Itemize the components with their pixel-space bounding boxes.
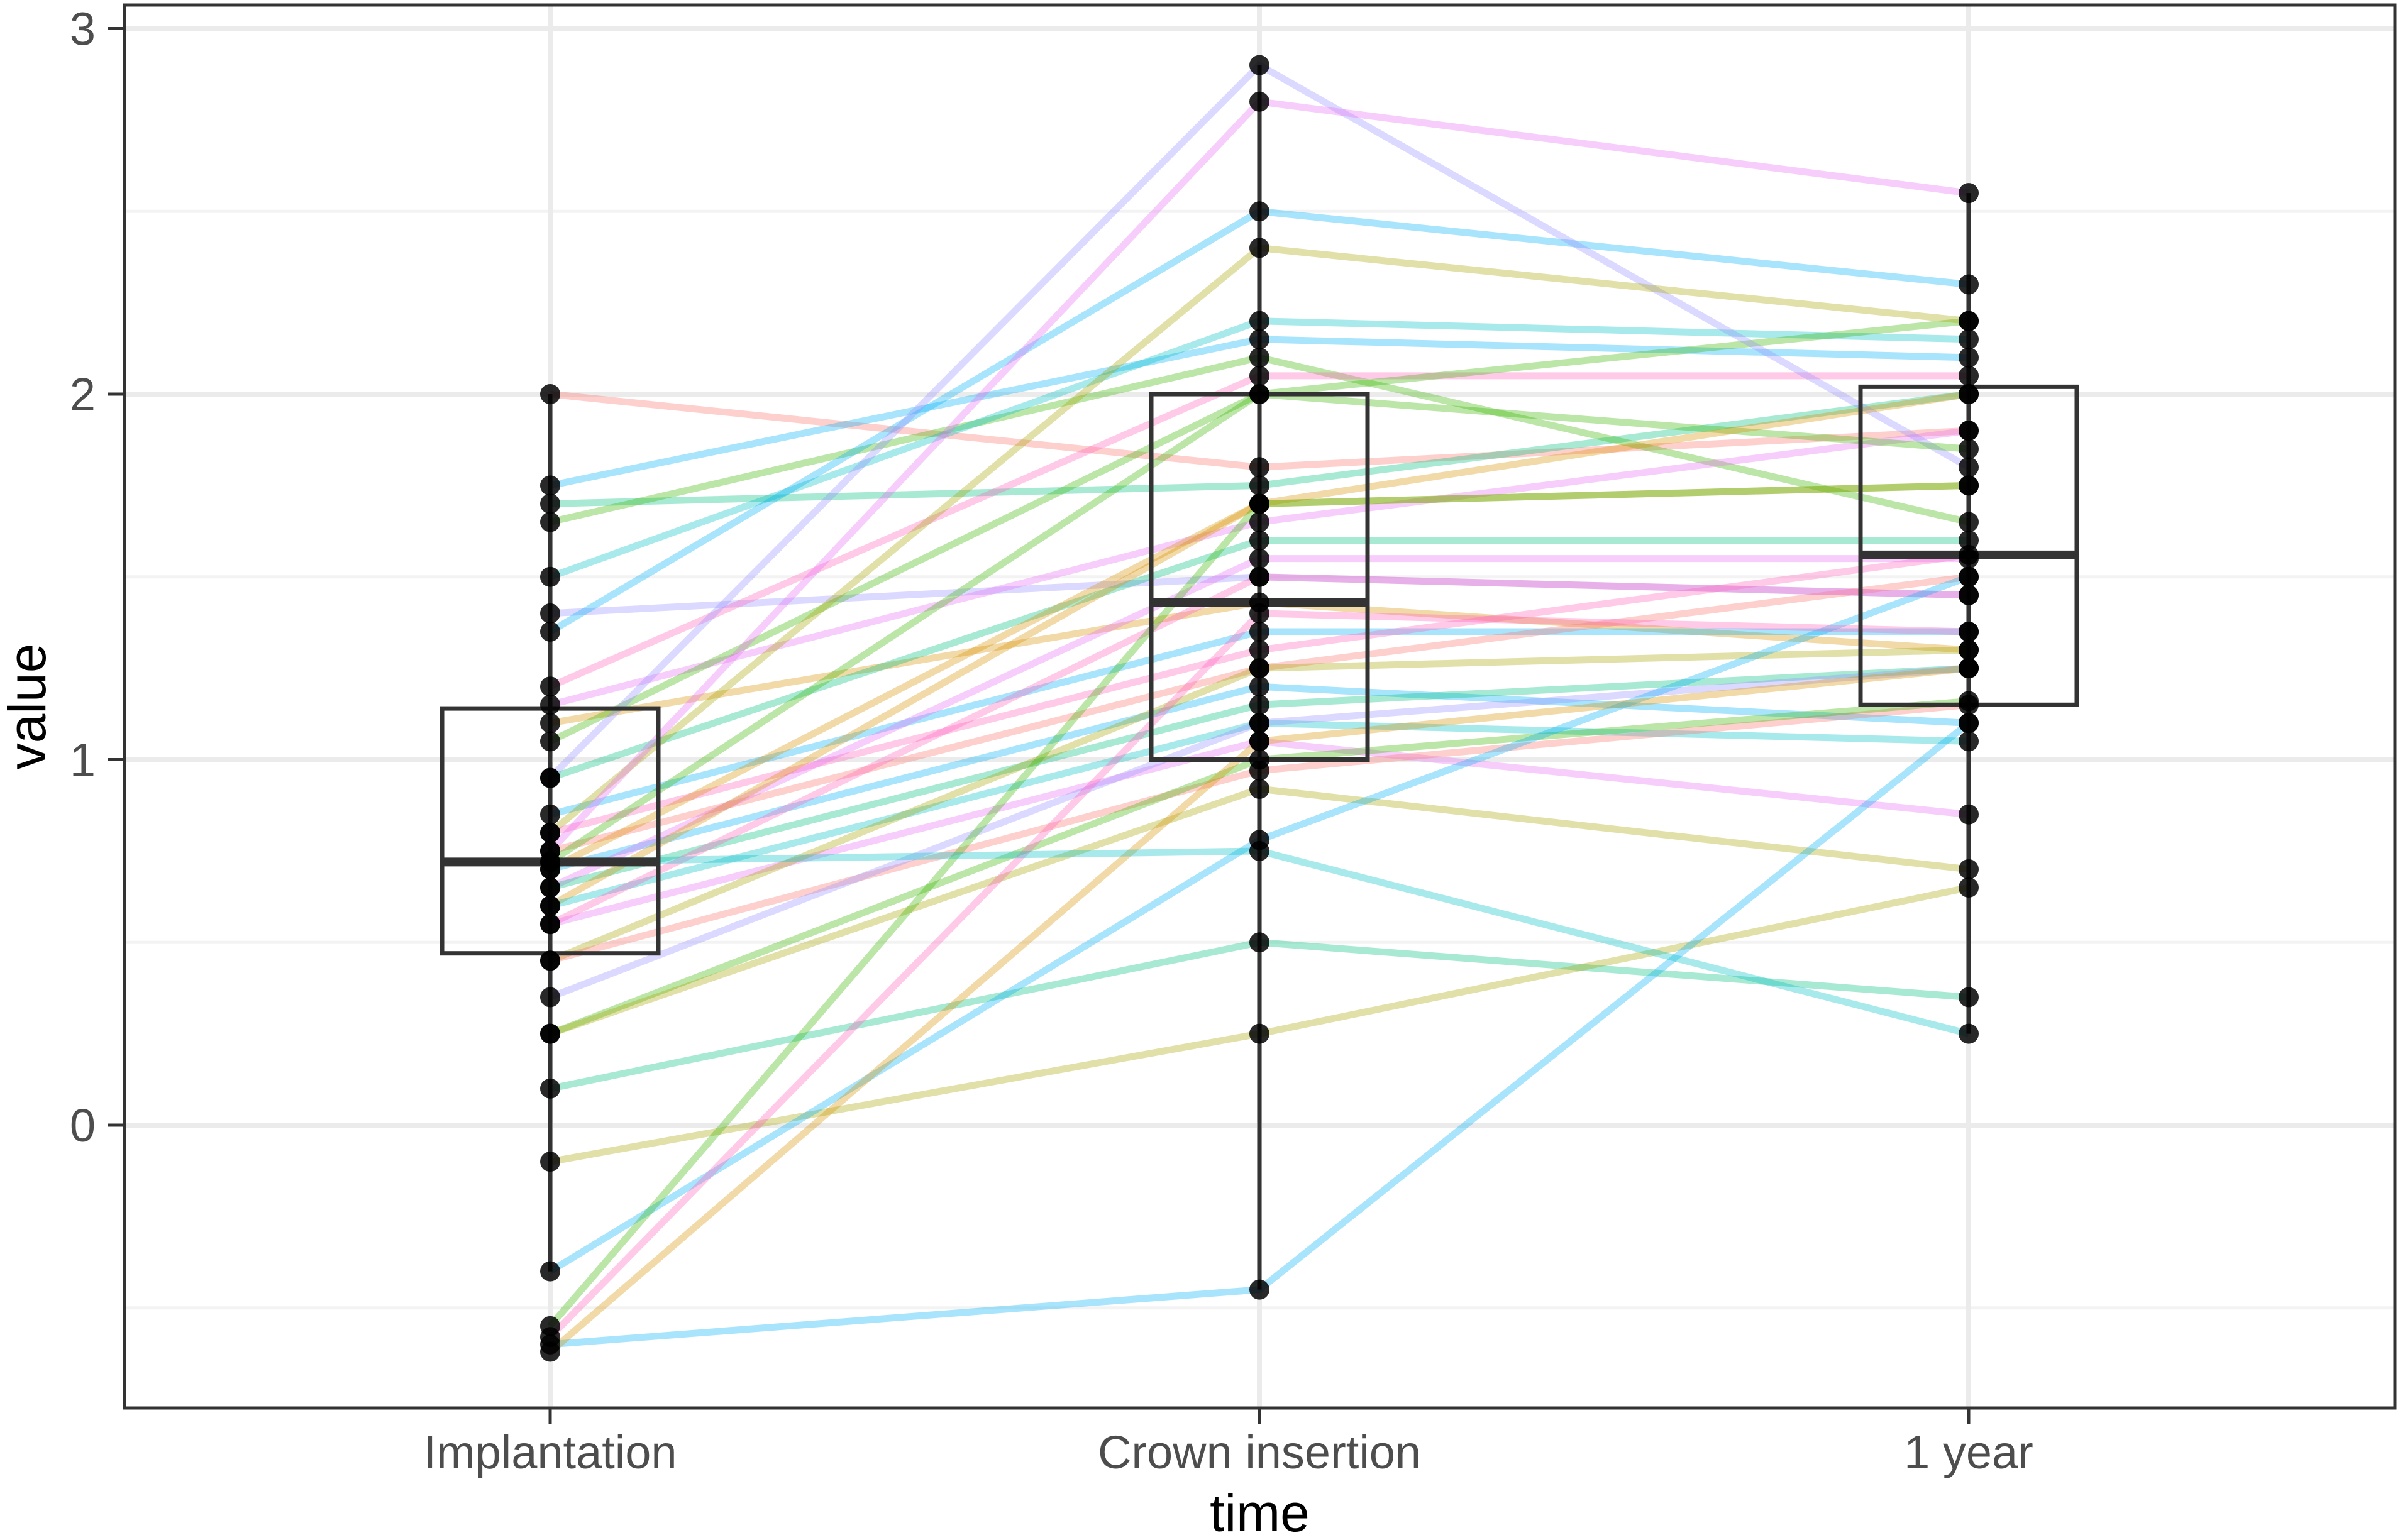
data-point xyxy=(1249,512,1269,532)
data-point xyxy=(1959,183,1979,204)
data-point xyxy=(1249,749,1269,770)
data-point xyxy=(1959,713,1979,734)
data-point xyxy=(1249,932,1269,953)
data-point xyxy=(540,384,560,404)
data-point xyxy=(1249,621,1269,642)
data-point xyxy=(540,877,560,898)
data-point xyxy=(1959,530,1979,551)
data-point xyxy=(1959,859,1979,879)
data-point xyxy=(540,767,560,788)
data-point xyxy=(1249,493,1269,514)
data-point xyxy=(1959,384,1979,404)
data-point xyxy=(1249,548,1269,569)
data-point xyxy=(1959,566,1979,587)
data-point xyxy=(540,621,560,642)
data-point xyxy=(540,695,560,715)
data-point xyxy=(540,896,560,916)
data-point xyxy=(540,950,560,971)
x-tick-label: Crown insertion xyxy=(1098,1426,1421,1478)
y-axis-ticks xyxy=(108,27,124,1127)
data-point xyxy=(1959,1023,1979,1044)
data-point xyxy=(1249,1023,1269,1044)
data-point xyxy=(1249,566,1269,587)
data-point xyxy=(540,914,560,935)
data-point xyxy=(1249,475,1269,496)
data-point xyxy=(1959,439,1979,459)
data-point xyxy=(1249,384,1269,404)
data-point xyxy=(540,731,560,752)
data-point xyxy=(1959,548,1979,569)
y-tick-label: 3 xyxy=(70,3,96,55)
data-point xyxy=(1249,530,1269,551)
data-point xyxy=(1959,987,1979,1008)
data-point xyxy=(540,603,560,624)
data-point xyxy=(540,676,560,697)
y-axis-title: value xyxy=(0,644,57,770)
data-point xyxy=(1959,877,1979,898)
data-point xyxy=(1959,691,1979,712)
x-tick-label: Implantation xyxy=(423,1426,677,1478)
data-point xyxy=(1959,274,1979,295)
data-point xyxy=(1959,658,1979,679)
data-point xyxy=(1959,457,1979,478)
x-axis-ticks xyxy=(548,1408,1971,1424)
data-point xyxy=(540,512,560,532)
data-point xyxy=(1249,676,1269,697)
y-tick-label: 2 xyxy=(70,368,96,421)
data-point xyxy=(540,1078,560,1099)
data-point xyxy=(1249,731,1269,752)
data-point xyxy=(1249,658,1269,679)
data-point xyxy=(540,822,560,843)
x-tick-label: 1 year xyxy=(1904,1426,2033,1478)
data-point xyxy=(1249,840,1269,861)
y-tick-label: 0 xyxy=(70,1099,96,1152)
data-point xyxy=(1249,713,1269,734)
data-point xyxy=(540,1341,560,1362)
data-point xyxy=(1959,475,1979,496)
data-point xyxy=(1249,457,1269,478)
data-point xyxy=(1959,621,1979,642)
y-axis-tick-labels: 0 1 2 3 xyxy=(70,3,96,1152)
data-point xyxy=(1249,201,1269,222)
data-point xyxy=(540,493,560,514)
data-points xyxy=(540,55,1979,1362)
data-point xyxy=(1959,585,1979,605)
data-point xyxy=(1249,603,1269,624)
data-point xyxy=(1249,311,1269,331)
data-point xyxy=(1959,804,1979,825)
data-point xyxy=(540,1023,560,1044)
data-point xyxy=(540,804,560,825)
data-point xyxy=(1959,365,1979,386)
y-tick-label: 1 xyxy=(70,734,96,786)
data-point xyxy=(540,713,560,734)
data-point xyxy=(1959,311,1979,331)
data-point xyxy=(1249,329,1269,349)
data-point xyxy=(1249,238,1269,258)
data-point xyxy=(1249,1279,1269,1300)
data-point xyxy=(540,987,560,1008)
data-point xyxy=(1249,347,1269,368)
data-point xyxy=(1959,640,1979,661)
data-point xyxy=(540,475,560,496)
data-point xyxy=(1249,779,1269,800)
data-point xyxy=(1959,731,1979,752)
data-point xyxy=(1959,512,1979,532)
data-point xyxy=(540,852,560,872)
data-point xyxy=(1249,55,1269,75)
data-point xyxy=(1959,347,1979,368)
data-point xyxy=(1249,365,1269,386)
data-point xyxy=(1249,695,1269,715)
x-axis-tick-labels: Implantation Crown insertion 1 year xyxy=(423,1426,2033,1478)
data-point xyxy=(1959,329,1979,349)
data-point xyxy=(1959,421,1979,441)
data-point xyxy=(540,1152,560,1172)
data-point xyxy=(540,1261,560,1282)
data-point xyxy=(540,566,560,587)
data-point xyxy=(1249,640,1269,661)
x-axis-title: time xyxy=(1210,1483,1310,1540)
data-point xyxy=(1249,91,1269,112)
